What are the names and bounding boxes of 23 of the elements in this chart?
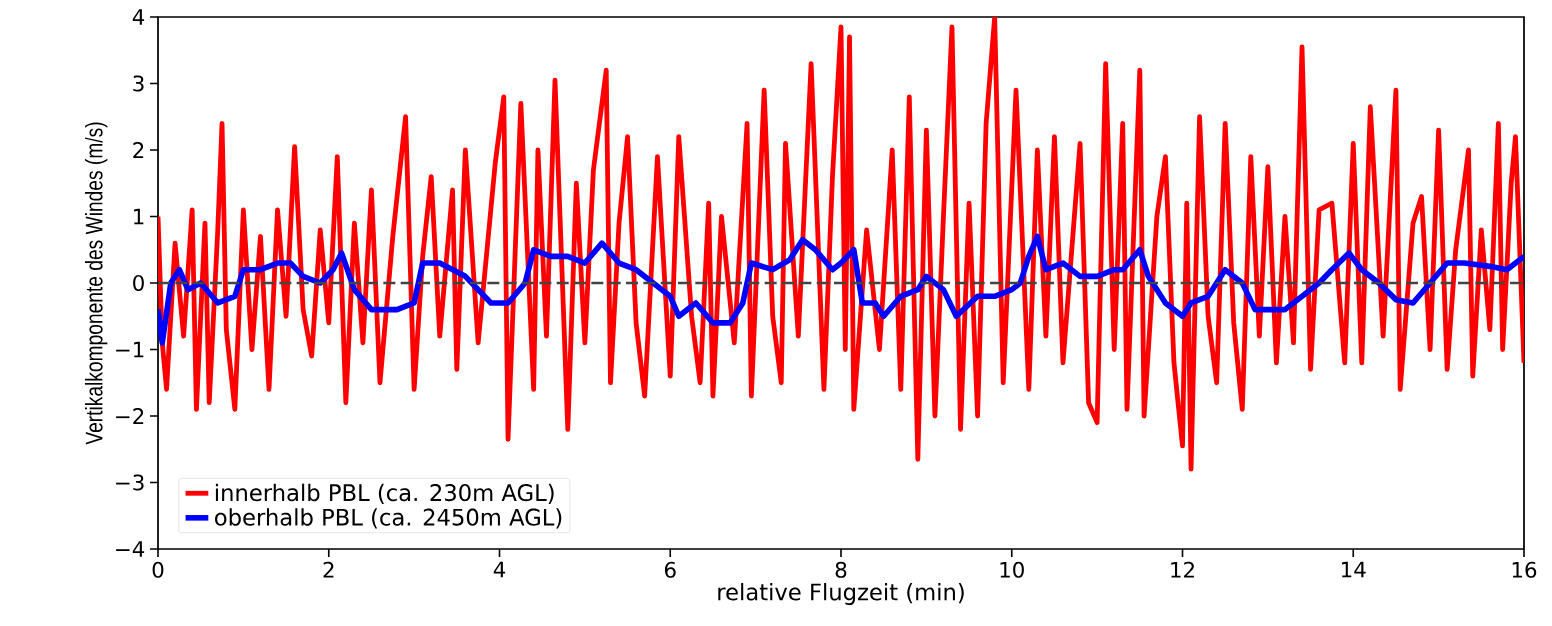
legend-label: oberhalb PBL (ca. 2450m AGL) (215, 508, 562, 529)
x-tick-label: 16 (1512, 561, 1537, 578)
x-tick-label: 8 (835, 561, 847, 578)
x-tick-label: 4 (493, 561, 506, 578)
y-tick-label: 4 (132, 9, 145, 25)
y-tick-label: −1 (116, 341, 144, 358)
y-tick-label: 1 (134, 208, 144, 225)
x-tick-label: 6 (664, 561, 676, 578)
x-tick-label: 14 (1342, 561, 1366, 578)
y-tick-label: −2 (116, 408, 144, 424)
y-axis-title: Vertikalkomponente des Windes (m/s) (84, 122, 108, 445)
y-tick-label: 2 (133, 142, 144, 158)
y-tick-label: 0 (133, 274, 144, 292)
x-tick-label: 2 (323, 561, 334, 578)
y-tick-label: −4 (116, 541, 145, 557)
x-tick-label: 10 (1000, 561, 1024, 578)
x-axis-title: relative Flugzeit (min) (718, 582, 964, 605)
x-tick-label: 0 (152, 561, 164, 578)
y-tick-label: −3 (116, 474, 144, 491)
line-series (158, 17, 1524, 472)
y-tick-label: 3 (133, 75, 144, 92)
legend-label: innerhalb PBL (ca. 230m AGL) (215, 483, 554, 504)
x-tick-label: 12 (1171, 561, 1194, 578)
